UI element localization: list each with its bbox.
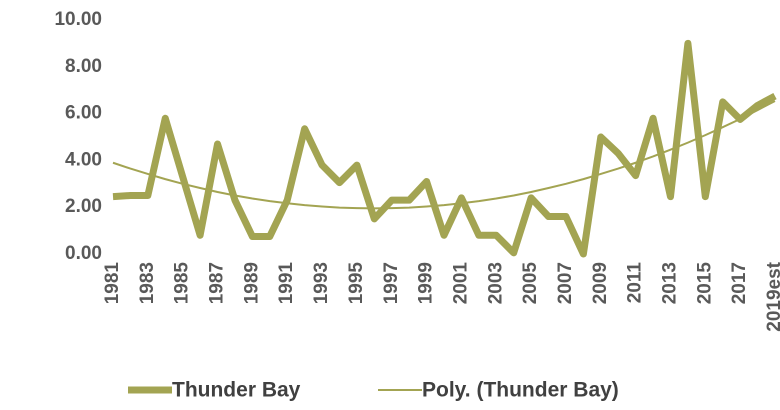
x-tick-label: 1997 bbox=[381, 262, 402, 304]
x-tick-label: 2003 bbox=[485, 262, 506, 304]
y-tick-label: 8.00 bbox=[65, 56, 102, 77]
x-tick-label: 1991 bbox=[276, 262, 297, 305]
x-tick-label: 1987 bbox=[207, 262, 228, 304]
x-tick-label: 1985 bbox=[172, 262, 193, 305]
x-tick-label: 2001 bbox=[450, 262, 471, 305]
x-tick-label: 2005 bbox=[520, 262, 541, 305]
data-line bbox=[112, 39, 777, 258]
x-tick-label: 2017 bbox=[729, 262, 750, 304]
x-tick-label: 2007 bbox=[555, 262, 576, 304]
x-tick-label: 1983 bbox=[137, 262, 158, 304]
legend-label: Thunder Bay bbox=[172, 379, 301, 402]
x-tick-label: 2019est bbox=[764, 261, 780, 331]
x-tick-label: 2009 bbox=[590, 262, 611, 304]
x-tick-label: 2011 bbox=[625, 262, 646, 304]
trend-line bbox=[112, 100, 776, 210]
x-tick-label: 1981 bbox=[102, 262, 123, 305]
x-tick-label: 1995 bbox=[346, 262, 367, 305]
legend-label: Poly. (Thunder Bay) bbox=[422, 379, 619, 402]
y-tick-label: 0.00 bbox=[65, 243, 102, 264]
x-tick-label: 2015 bbox=[694, 262, 715, 305]
x-tick-label: 1993 bbox=[311, 262, 332, 304]
x-tick-label: 1989 bbox=[241, 262, 262, 304]
y-tick-label: 4.00 bbox=[65, 149, 102, 170]
x-tick-label: 1999 bbox=[416, 262, 437, 304]
x-tick-label: 2013 bbox=[659, 262, 680, 304]
y-tick-label: 2.00 bbox=[65, 196, 102, 217]
y-tick-label: 6.00 bbox=[65, 103, 102, 124]
y-tick-label: 10.00 bbox=[54, 9, 102, 30]
